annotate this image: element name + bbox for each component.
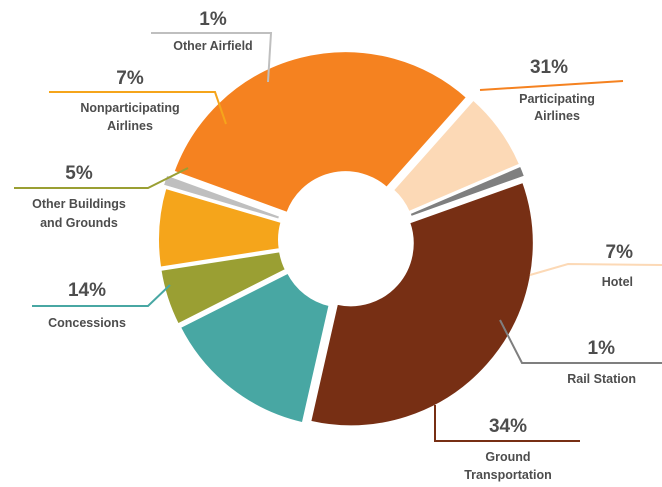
leader-line-concessions bbox=[32, 284, 171, 307]
leader-line-ground-transportation bbox=[434, 405, 580, 442]
leader-line-hotel bbox=[529, 262, 662, 276]
category-label-nonparticipating-airlines-line-1: Nonparticipating bbox=[80, 101, 179, 115]
value-label-other-airfield: 1% bbox=[199, 9, 227, 30]
slice-participating-airlines bbox=[172, 50, 469, 215]
leader-lines-group bbox=[14, 32, 662, 442]
slice-nonparticipating-airlines bbox=[157, 186, 283, 269]
leader-line-participating-airlines bbox=[479, 80, 624, 91]
labels-group: 31% Participating Airlines 7% Hotel 1% Rail St… bbox=[32, 9, 636, 482]
category-label-hotel: Hotel bbox=[602, 275, 633, 289]
category-label-other-buildings-and-grounds-line-2: and Grounds bbox=[40, 216, 118, 230]
slice-rail-station bbox=[408, 164, 527, 219]
value-label-concessions: 14% bbox=[68, 280, 106, 301]
value-label-other-buildings-and-grounds: 5% bbox=[65, 163, 93, 184]
slices-group bbox=[157, 50, 535, 428]
slice-ground-transportation bbox=[308, 180, 535, 428]
value-label-rail-station: 1% bbox=[588, 338, 616, 359]
leader-line-other-buildings-and-grounds bbox=[14, 167, 189, 189]
value-label-hotel: 7% bbox=[606, 242, 634, 263]
category-label-participating-airlines-line-1: Participating bbox=[519, 92, 595, 106]
slice-hotel bbox=[391, 98, 522, 214]
leader-line-other-airfield bbox=[151, 32, 273, 83]
category-label-other-airfield: Other Airfield bbox=[173, 39, 252, 53]
value-label-ground-transportation: 34% bbox=[489, 416, 527, 437]
category-label-rail-station: Rail Station bbox=[567, 372, 636, 386]
slice-concessions bbox=[178, 271, 331, 425]
category-label-ground-transportation-line-1: Ground bbox=[485, 450, 530, 464]
leader-line-nonparticipating-airlines bbox=[49, 91, 227, 125]
value-label-nonparticipating-airlines: 7% bbox=[116, 68, 144, 89]
category-label-other-buildings-and-grounds-line-1: Other Buildings bbox=[32, 197, 126, 211]
category-label-concessions: Concessions bbox=[48, 316, 126, 330]
category-label-nonparticipating-airlines-line-2: Airlines bbox=[107, 119, 153, 133]
slice-other-airfield bbox=[161, 173, 282, 221]
value-label-participating-airlines: 31% bbox=[530, 57, 568, 78]
slice-other-buildings-and-grounds bbox=[159, 250, 288, 326]
leader-line-rail-station bbox=[499, 319, 662, 364]
category-label-ground-transportation-line-2: Transportation bbox=[464, 468, 552, 482]
category-label-participating-airlines-line-2: Airlines bbox=[534, 109, 580, 123]
